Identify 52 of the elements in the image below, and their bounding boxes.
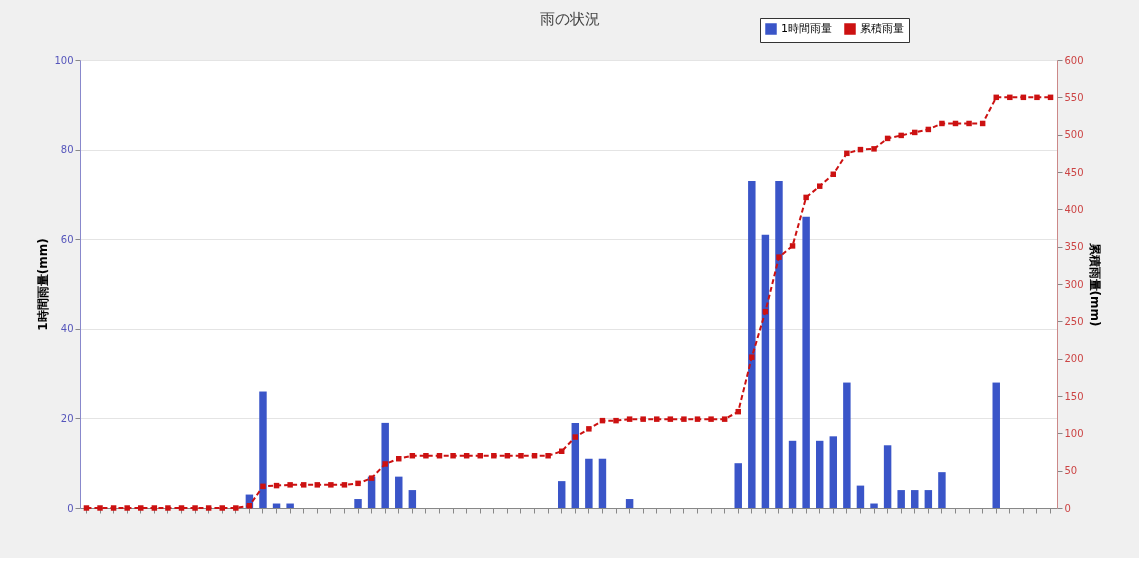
y-tick-label: 40 bbox=[60, 323, 74, 335]
y-axis-title: 1時間雨量(mm) bbox=[36, 238, 51, 331]
bar bbox=[395, 476, 403, 508]
bar bbox=[924, 490, 933, 508]
bar bbox=[992, 382, 1000, 508]
bar bbox=[408, 490, 417, 508]
bar bbox=[829, 436, 838, 508]
y2-tick-label: 500 bbox=[1064, 129, 1084, 141]
y2-tick-label: 0 bbox=[1064, 502, 1071, 514]
y2-tick-label: 200 bbox=[1064, 353, 1084, 365]
bar bbox=[286, 503, 294, 508]
y2-tick-label: 450 bbox=[1064, 166, 1084, 178]
bar bbox=[802, 216, 810, 508]
bar bbox=[748, 180, 756, 508]
bar bbox=[761, 234, 770, 508]
y-tick-label: 100 bbox=[54, 54, 74, 66]
bar bbox=[788, 440, 797, 508]
y-tick-label: 0 bbox=[67, 502, 74, 514]
bar bbox=[571, 422, 580, 508]
y2-tick-label: 600 bbox=[1064, 54, 1084, 66]
bar bbox=[843, 382, 851, 508]
bar bbox=[734, 463, 742, 508]
bar bbox=[938, 472, 946, 508]
y2-tick-label: 250 bbox=[1064, 315, 1084, 327]
y2-tick-label: 550 bbox=[1064, 91, 1084, 103]
bar bbox=[585, 458, 593, 508]
bar bbox=[381, 422, 389, 508]
y2-tick-label: 150 bbox=[1064, 390, 1084, 402]
bar bbox=[598, 458, 607, 508]
legend-label: 累積雨量 bbox=[860, 22, 904, 35]
y2-tick-label: 300 bbox=[1064, 278, 1084, 290]
bar bbox=[815, 440, 824, 508]
bar bbox=[775, 180, 783, 508]
y-tick-label: 60 bbox=[60, 233, 74, 245]
bar bbox=[557, 481, 566, 508]
y2-tick-label: 50 bbox=[1064, 465, 1078, 477]
y2-tick-label: 350 bbox=[1064, 241, 1084, 253]
bar bbox=[911, 490, 919, 508]
legend-label: 1時間雨量 bbox=[781, 22, 832, 35]
bar bbox=[897, 490, 905, 508]
bar bbox=[625, 499, 634, 508]
chart-title: 雨の状況 bbox=[539, 10, 600, 28]
bar bbox=[883, 445, 892, 508]
y-tick-label: 20 bbox=[60, 412, 74, 424]
bar bbox=[259, 391, 267, 508]
y2-tick-label: 400 bbox=[1064, 203, 1084, 215]
y2-tick-label: 100 bbox=[1064, 427, 1084, 439]
y2-axis-title: 累積雨量(mm) bbox=[1087, 241, 1102, 327]
bar bbox=[870, 503, 878, 508]
y-tick-label: 80 bbox=[60, 144, 74, 156]
bar bbox=[354, 499, 362, 508]
bar bbox=[856, 485, 865, 508]
